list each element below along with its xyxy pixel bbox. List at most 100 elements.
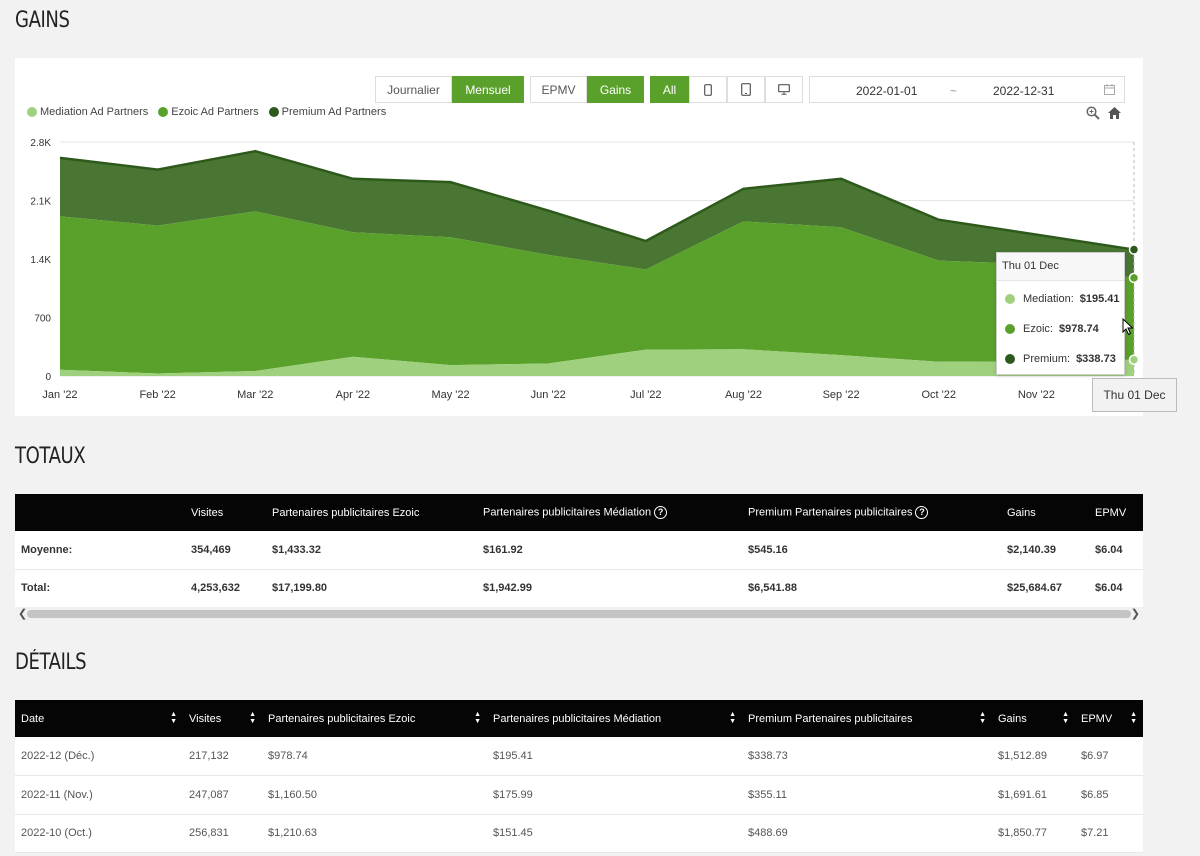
y-tick-label: 700 [34, 314, 51, 325]
cell-date: 2022-10 (Oct.) [21, 827, 92, 840]
marker-ezoic [1128, 272, 1140, 284]
sort-header-epmv[interactable]: EPMV ▲ ▼ [1081, 711, 1137, 725]
cell-epmv: $7.21 [1081, 827, 1109, 840]
help-icon[interactable]: ? [654, 506, 668, 519]
area-ezoic [60, 211, 1134, 374]
cell-gains: $1,850.77 [998, 827, 1047, 840]
cell-visits: 247,087 [189, 788, 229, 801]
cell-visits: 217,132 [189, 750, 229, 762]
details-table: Date ▲ ▼ Visites ▲ ▼ Partenaires publicitair… [15, 700, 1143, 853]
cell-premium: $6,541.88 [748, 582, 797, 594]
sort-icon: ▲ ▼ [729, 711, 736, 725]
cell-premium: $338.73 [748, 750, 788, 762]
cell-mediation: $161.92 [483, 543, 523, 556]
totals-header-ezoic: Partenaires publicitaires Ezoic [272, 506, 420, 519]
totals-table: Visites Partenaires publicitaires Ezoic … [15, 494, 1143, 608]
row-label: Total: [21, 582, 51, 594]
date-range-picker[interactable]: 2022-01-01 ~ 2022-12-31 [809, 76, 1125, 103]
cell-epmv: $6.04 [1095, 543, 1123, 556]
scroll-left-icon[interactable]: ❮ [18, 608, 28, 620]
cell-mediation: $151.45 [493, 827, 533, 840]
calendar-icon[interactable] [1104, 84, 1115, 95]
x-axis-crosshair-label: Thu 01 Dec [1092, 378, 1177, 412]
cell-premium: $545.16 [748, 543, 788, 556]
cell-ezoic: $1,160.50 [268, 788, 317, 801]
period-monthly-button[interactable]: Mensuel [452, 76, 524, 103]
sort-header-visits[interactable]: Visites ▲ ▼ [189, 711, 256, 725]
sort-icon: ▲ ▼ [1062, 711, 1069, 725]
cell-premium: $488.69 [748, 827, 788, 840]
cell-epmv: $6.85 [1081, 788, 1109, 801]
sort-icon: ▲ ▼ [979, 711, 986, 725]
x-tick-label: Feb '22 [139, 389, 175, 401]
zoom-icon[interactable] [1086, 106, 1100, 120]
device-all-button[interactable]: All [650, 76, 689, 103]
table-row: 2022-11 (Nov.) 247,087 $1,160.50 $175.99… [15, 775, 1143, 814]
scrollbar-thumb[interactable] [27, 610, 1131, 618]
x-tick-label: Jun '22 [531, 389, 566, 401]
section-title-totaux: TOTAUX [15, 444, 86, 469]
sort-header-ezoic[interactable]: Partenaires publicitaires Ezoic ▲ ▼ [268, 711, 481, 725]
desktop-icon [778, 84, 790, 95]
phone-icon [704, 83, 712, 96]
x-tick-label: Aug '22 [725, 389, 762, 401]
x-tick-label: Jul '22 [630, 389, 661, 401]
totals-header-visits: Visites [191, 506, 224, 519]
scroll-right-icon[interactable]: ❯ [1130, 608, 1140, 620]
legend-dot-icon [268, 107, 279, 117]
sort-header-premium[interactable]: Premium Partenaires publicitaires ▲ ▼ [748, 711, 986, 725]
details-header-row: Date ▲ ▼ Visites ▲ ▼ Partenaires publicitair… [15, 700, 1143, 737]
help-icon[interactable]: ? [915, 506, 929, 519]
legend-item-mediation[interactable]: Mediation Ad Partners [27, 106, 148, 118]
device-desktop-button[interactable] [765, 76, 803, 103]
cell-gains: $1,512.89 [998, 750, 1047, 762]
device-tablet-button[interactable] [727, 76, 765, 103]
cell-date: 2022-11 (Nov.) [21, 788, 93, 801]
series-line-premium [59, 149, 1135, 251]
legend-item-ezoic[interactable]: Ezoic Ad Partners [158, 106, 259, 118]
x-tick-label: Nov '22 [1018, 389, 1055, 401]
sort-header-gains[interactable]: Gains ▲ ▼ [998, 711, 1069, 725]
mouse-cursor-icon [1122, 318, 1134, 336]
x-tick-label: Sep '22 [823, 389, 860, 401]
totals-header-mediation: Partenaires publicitaires Médiation? [477, 494, 742, 531]
table-row: Total: 4,253,632 $17,199.80 $1,942.99 $6… [15, 569, 1143, 607]
area-mediation [60, 349, 1134, 376]
sort-header-mediation[interactable]: Partenaires publicitaires Médiation ▲ ▼ [493, 711, 736, 725]
legend-dot-icon [27, 107, 37, 117]
home-icon[interactable] [1107, 106, 1122, 120]
sort-icon: ▲ ▼ [170, 711, 177, 725]
date-start[interactable]: 2022-01-01 [856, 84, 918, 98]
y-tick-label: 2.1K [30, 197, 51, 208]
tooltip-title: Thu 01 Dec [997, 253, 1124, 281]
table-row: 2022-12 (Déc.) 217,132 $978.74 $195.41 $… [15, 737, 1143, 776]
cell-gains: $1,691.61 [998, 788, 1047, 801]
metric-epmv-button[interactable]: EPMV [530, 76, 587, 103]
tablet-icon [741, 83, 751, 96]
device-phone-button[interactable] [689, 76, 727, 103]
period-daily-button[interactable]: Journalier [375, 76, 452, 103]
metric-gains-button[interactable]: Gains [587, 76, 644, 103]
table-row: Moyenne: 354,469 $1,433.32 $161.92 $545.… [15, 531, 1143, 569]
totals-header-epmv: EPMV [1095, 506, 1127, 519]
cell-gains: $2,140.39 [1007, 543, 1056, 556]
section-title-details: DÉTAILS [15, 650, 87, 675]
totals-header-premium: Premium Partenaires publicitaires? [742, 494, 1001, 531]
totals-header-label [15, 494, 185, 531]
tooltip-row-ezoic: Ezoic: $978.74 [1005, 323, 1099, 335]
tooltip-row-premium: Premium: $338.73 [1005, 353, 1116, 365]
cell-visits: 256,831 [189, 827, 229, 840]
y-tick-label: 1.4K [30, 255, 51, 266]
sort-header-date[interactable]: Date ▲ ▼ [21, 711, 177, 725]
marker-premium [1128, 244, 1140, 255]
tooltip-row-mediation: Mediation: $195.41 [1005, 293, 1120, 305]
cell-ezoic: $978.74 [268, 750, 308, 762]
date-end[interactable]: 2022-12-31 [993, 84, 1055, 98]
cell-premium: $355.11 [748, 788, 787, 801]
totals-header-gains: Gains [1007, 506, 1036, 519]
y-tick-label: 2.8K [30, 138, 51, 149]
totals-horizontal-scrollbar[interactable]: ❮ ❯ [15, 607, 1143, 621]
area-premium [60, 151, 1134, 278]
marker-mediation [1128, 354, 1140, 365]
legend-item-premium[interactable]: Premium Ad Partners [268, 106, 386, 118]
